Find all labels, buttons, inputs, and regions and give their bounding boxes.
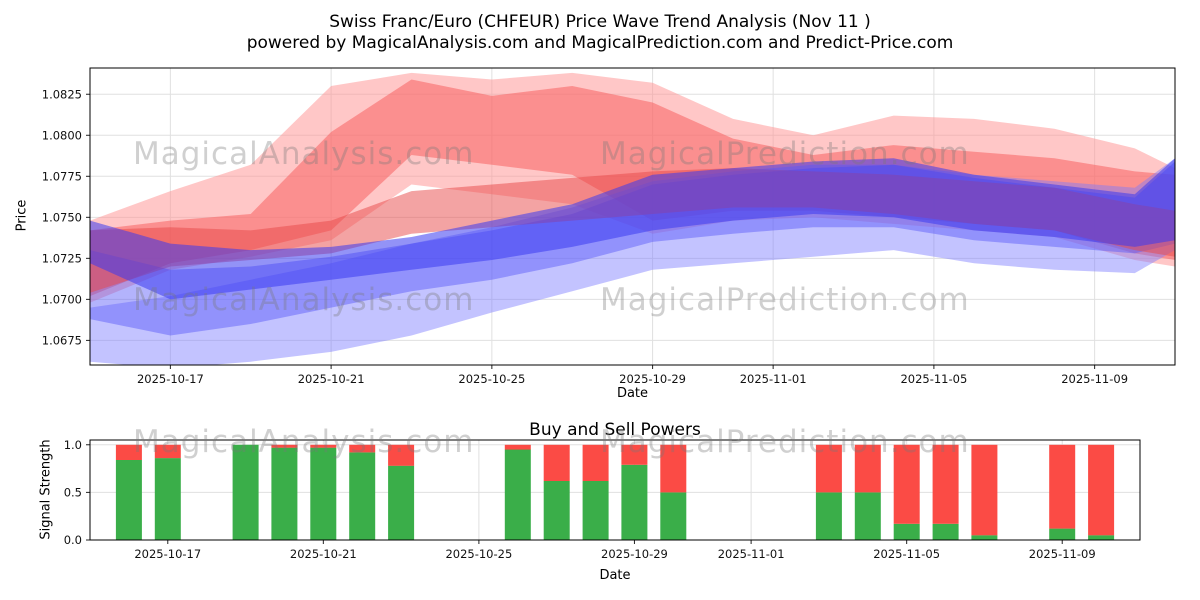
bar-sell-segment [932, 444, 959, 524]
axis-border [89, 439, 1141, 541]
signal-strength-axis-label: Signal Strength [38, 439, 54, 540]
x-tick-label: 2025-10-25 [445, 547, 512, 561]
bar-sell-segment [854, 444, 881, 493]
bar-buy-segment [154, 458, 181, 540]
x-tick-label: 2025-10-21 [298, 372, 365, 386]
bar-buy-segment [232, 444, 259, 540]
bar-sell-segment [1049, 444, 1076, 529]
x-tick-label: 2025-11-05 [873, 547, 940, 561]
bar-buy-segment [854, 492, 881, 540]
y-tick-label: 1.0675 [42, 333, 82, 347]
x-tick-label: 2025-10-29 [619, 372, 686, 386]
bar-sell-segment [621, 444, 648, 465]
bar-buy-segment [115, 460, 142, 540]
bar-buy-segment [504, 449, 531, 540]
wave-bands [90, 72, 1175, 365]
bar-buy-segment [971, 535, 998, 540]
bar-buy-segment [543, 481, 570, 540]
signal-bars [115, 444, 1115, 540]
bar-sell-segment [582, 444, 609, 481]
bar-sell-segment [971, 444, 998, 536]
bar-buy-segment [388, 465, 415, 540]
y-tick-label: 1.0750 [42, 210, 82, 224]
bar-sell-segment [271, 444, 298, 448]
y-tick-label: 0.5 [64, 485, 82, 499]
bar-buy-segment [932, 523, 959, 540]
y-tick-label: 1.0700 [42, 292, 82, 306]
x-tick-label: 2025-11-01 [718, 547, 785, 561]
bar-sell-segment [349, 444, 376, 453]
bar-sell-segment [893, 444, 920, 524]
page-title: Swiss Franc/Euro (CHFEUR) Price Wave Tre… [329, 12, 871, 32]
bar-sell-segment [504, 444, 531, 450]
bar-buy-segment [1049, 528, 1076, 540]
bar-sell-segment [660, 444, 687, 493]
bar-buy-segment [1088, 535, 1115, 540]
price-axis-label: Price [14, 199, 30, 232]
bar-buy-segment [582, 481, 609, 540]
y-tick-label: 1.0825 [42, 87, 82, 101]
x-tick-label: 2025-11-09 [1029, 547, 1096, 561]
bar-sell-segment [115, 444, 142, 460]
bar-sell-segment [1088, 444, 1115, 536]
bar-sell-segment [388, 444, 415, 466]
y-tick-label: 0.0 [64, 533, 82, 547]
bar-buy-segment [271, 447, 298, 540]
y-tick-label: 1.0 [64, 438, 82, 452]
x-tick-label: 2025-10-21 [290, 547, 357, 561]
bar-buy-segment [893, 523, 920, 540]
band-blue-dark [90, 158, 1175, 300]
bottom-chart-title: Buy and Sell Powers [529, 420, 701, 440]
bar-buy-segment [349, 452, 376, 540]
y-tick-label: 1.0775 [42, 169, 82, 183]
y-tick-label: 1.0800 [42, 128, 82, 142]
axis-ticks: 2025-10-17 2025-10-21 2025-10-25 2025-10-29… [42, 87, 1128, 386]
bar-sell-segment [154, 444, 181, 459]
price-wave-chart: 2025-10-17 2025-10-21 2025-10-25 2025-10-29… [42, 67, 1176, 386]
page-subtitle: powered by MagicalAnalysis.com and Magic… [246, 33, 954, 53]
x-tick-label: 2025-10-29 [601, 547, 668, 561]
date-axis-label-bottom: Date [599, 568, 631, 583]
axis-border [89, 67, 1176, 366]
bar-sell-segment [815, 444, 842, 493]
bar-buy-segment [621, 464, 648, 540]
y-tick-label: 1.0725 [42, 251, 82, 265]
bar-buy-segment [310, 447, 337, 540]
x-tick-label: 2025-11-09 [1061, 372, 1128, 386]
x-tick-label: 2025-11-01 [740, 372, 807, 386]
x-tick-label: 2025-11-05 [900, 372, 967, 386]
bar-sell-segment [543, 444, 570, 481]
axis-ticks: 2025-10-17 2025-10-21 2025-10-25 2025-10-29… [64, 438, 1096, 561]
buy-sell-chart: 2025-10-17 2025-10-21 2025-10-25 2025-10-29… [64, 438, 1141, 561]
x-tick-label: 2025-10-17 [137, 372, 204, 386]
bar-sell-segment [310, 444, 337, 448]
bar-buy-segment [815, 492, 842, 540]
date-axis-label-top: Date [616, 386, 649, 401]
bar-buy-segment [660, 492, 687, 540]
x-tick-label: 2025-10-17 [134, 547, 201, 561]
x-tick-label: 2025-10-25 [458, 372, 525, 386]
